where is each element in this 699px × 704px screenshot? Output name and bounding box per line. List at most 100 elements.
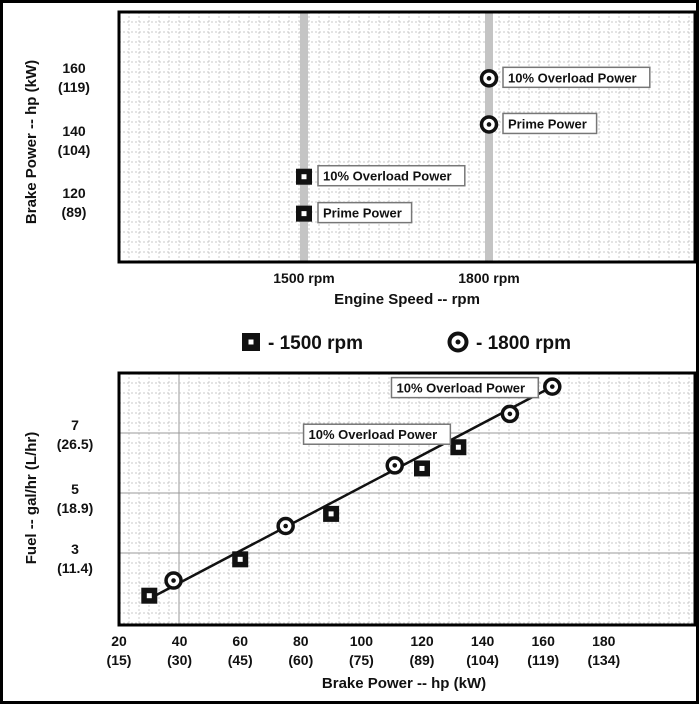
bottom-x-tick-sublabel: (45) xyxy=(228,652,253,668)
legend-label: - 1800 rpm xyxy=(476,333,571,354)
circle-marker-dot xyxy=(549,384,555,389)
bottom-chart: 10% Overload Power 10% Overload Power 20 (… xyxy=(23,371,697,692)
bottom-y-tick-label: 5 xyxy=(71,481,79,497)
circle-marker-dot xyxy=(486,76,492,81)
bottom-x-tick-label: 40 xyxy=(172,633,188,649)
top-y-tick-sublabel: (89) xyxy=(62,204,87,220)
circle-marker-dot xyxy=(392,463,398,468)
annotation-label: 10% Overload Power xyxy=(508,70,637,85)
square-marker-hole xyxy=(146,593,152,599)
bottom-x-tick-label: 180 xyxy=(592,633,616,649)
square-marker-hole xyxy=(237,556,243,562)
rpm-band xyxy=(485,12,493,262)
bottom-x-tick-labels: 20 (15) 40 (30) 60 (45) 80 (60) 100 (75) 120 (89) 14… xyxy=(107,633,621,668)
bottom-x-tick-label: 140 xyxy=(471,633,495,649)
bottom-x-tick-label: 160 xyxy=(532,633,556,649)
annotation-box xyxy=(317,164,466,187)
annotation-label: Prime Power xyxy=(323,206,402,221)
legend-item-1800-rpm: - 1800 rpm xyxy=(447,331,571,354)
bottom-x-tick-sublabel: (15) xyxy=(107,652,132,668)
bottom-y-tick-labels: 7 (26.5) 5 (18.9) 3 (11.4) xyxy=(57,417,94,576)
top-y-axis-title: Brake Power -- hp (kW) xyxy=(23,60,40,224)
annotation-box xyxy=(302,423,452,445)
trend-line xyxy=(148,385,553,600)
square-marker xyxy=(232,551,249,568)
bottom-x-tick-sublabel: (75) xyxy=(349,652,374,668)
circle-marker xyxy=(164,571,183,590)
bottom-x-tick-sublabel: (134) xyxy=(587,652,620,668)
bottom-data-points: 10% Overload Power 10% Overload Power xyxy=(141,376,562,604)
bottom-x-tick-label: 120 xyxy=(410,633,434,649)
square-marker-hole xyxy=(455,444,461,450)
top-x-tick-label: 1500 rpm xyxy=(273,270,334,286)
point-annotation: Prime Power xyxy=(502,112,598,135)
bottom-x-tick-sublabel: (30) xyxy=(167,652,192,668)
circle-marker-dot xyxy=(283,523,288,529)
bottom-y-tick-sublabel: (18.9) xyxy=(57,500,94,516)
annotation-label: 10% Overload Power xyxy=(396,381,525,396)
top-y-tick-sublabel: (119) xyxy=(58,79,90,95)
annotation-box xyxy=(317,201,413,224)
bottom-y-tick-label: 3 xyxy=(71,541,79,557)
square-marker-hole xyxy=(419,465,425,471)
bottom-y-tick-sublabel: (11.4) xyxy=(57,560,93,576)
top-data-points: Prime Power 10% Overload Power Prime Power… xyxy=(296,66,651,224)
square-marker-hole xyxy=(248,339,254,345)
square-marker-hole xyxy=(301,211,307,217)
top-y-tick-label: 160 xyxy=(62,60,86,76)
square-marker-hole xyxy=(328,511,334,517)
top-plot-frame xyxy=(117,10,697,264)
circle-marker xyxy=(543,377,562,396)
circle-marker xyxy=(479,115,499,134)
square-marker xyxy=(296,205,312,222)
square-marker xyxy=(323,505,340,522)
bottom-x-tick-label: 80 xyxy=(293,633,309,649)
point-annotation: 10% Overload Power xyxy=(317,164,466,187)
bottom-y-tick-sublabel: (26.5) xyxy=(57,436,94,452)
rpm-band xyxy=(300,12,308,262)
bottom-y-tick-label: 7 xyxy=(71,417,79,433)
top-y-tick-label: 140 xyxy=(62,123,86,139)
square-marker-hole xyxy=(301,174,307,180)
bottom-x-tick-label: 60 xyxy=(232,633,248,649)
point-annotation: Prime Power xyxy=(317,201,413,224)
circle-marker-dot xyxy=(507,411,513,417)
circle-marker-dot xyxy=(171,578,176,583)
bottom-y-axis-title: Fuel -- gal/hr (L/hr) xyxy=(23,432,40,565)
top-x-axis-title: Engine Speed -- rpm xyxy=(334,291,480,308)
circle-marker-dot xyxy=(486,122,492,127)
bottom-gridlines xyxy=(119,373,695,625)
top-y-tick-label: 120 xyxy=(62,185,86,201)
bottom-x-tick-sublabel: (104) xyxy=(466,652,499,668)
bottom-plot-frame xyxy=(117,371,697,627)
circle-marker xyxy=(385,456,404,475)
point-annotation: 10% Overload Power xyxy=(302,423,452,445)
square-marker xyxy=(141,587,158,604)
legend-label: - 1500 rpm xyxy=(268,333,363,354)
annotation-box xyxy=(502,112,598,135)
bottom-x-tick-label: 20 xyxy=(111,633,127,649)
point-annotation: 10% Overload Power xyxy=(502,66,651,89)
annotation-label: 10% Overload Power xyxy=(309,427,438,442)
top-x-tick-label: 1800 rpm xyxy=(458,270,519,286)
annotation-label: Prime Power xyxy=(508,116,587,131)
circle-marker-dot xyxy=(455,339,461,345)
bottom-x-tick-label: 100 xyxy=(350,633,374,649)
top-y-tick-sublabel: (104) xyxy=(58,142,91,158)
top-rpm-bands xyxy=(300,12,493,262)
annotation-label: 10% Overload Power xyxy=(323,169,452,184)
annotation-box xyxy=(390,376,540,399)
top-y-tick-labels: 160 (119) 140 (104) 120 (89) xyxy=(58,60,91,220)
top-x-tick-labels: 1500 rpm 1800 rpm xyxy=(273,270,519,286)
top-gridlines xyxy=(119,12,695,262)
circle-marker-icon xyxy=(447,331,469,353)
bottom-x-axis-title: Brake Power -- hp (kW) xyxy=(322,675,486,692)
square-marker xyxy=(296,168,312,185)
top-chart: Prime Power 10% Overload Power Prime Power… xyxy=(23,10,697,308)
bottom-x-tick-sublabel: (119) xyxy=(527,652,559,668)
bottom-x-tick-sublabel: (89) xyxy=(410,652,435,668)
circle-marker xyxy=(276,516,295,536)
annotation-box xyxy=(502,66,651,89)
